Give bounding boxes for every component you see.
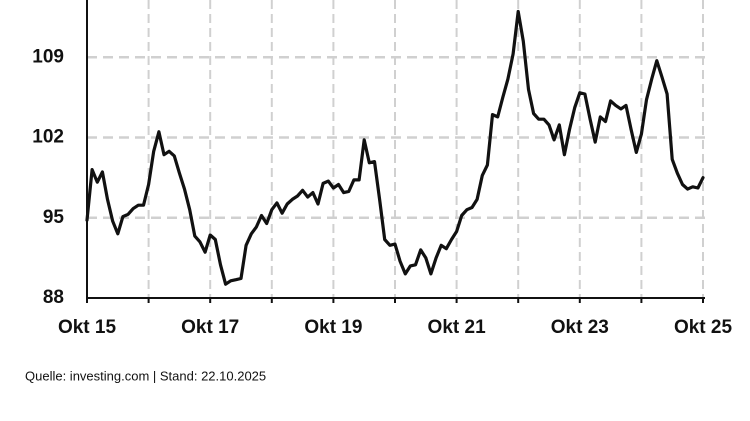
- x-tick-label: Okt 23: [551, 317, 609, 338]
- x-tick-label: Okt 17: [181, 317, 239, 338]
- y-tick-label: 109: [32, 46, 64, 67]
- x-tick-label: Okt 15: [58, 317, 117, 338]
- x-tick-label: Okt 21: [428, 317, 487, 338]
- y-tick-label: 88: [43, 287, 64, 308]
- x-tick-label: Okt 25: [674, 317, 733, 338]
- y-tick-label: 95: [43, 207, 65, 228]
- y-tick-label: 102: [32, 127, 64, 148]
- data-line: [85, 9, 705, 286]
- source-note: Quelle: investing.com | Stand: 22.10.202…: [25, 368, 266, 383]
- x-tick-label: Okt 19: [304, 317, 362, 338]
